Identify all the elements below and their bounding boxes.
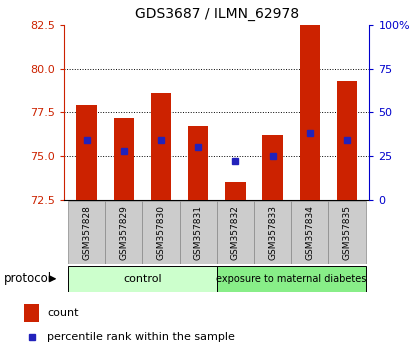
Text: GSM357831: GSM357831 xyxy=(194,205,203,260)
Bar xyxy=(151,93,171,200)
Bar xyxy=(291,201,328,264)
Text: GSM357830: GSM357830 xyxy=(156,205,166,260)
Bar xyxy=(328,201,366,264)
Bar xyxy=(114,118,134,200)
Text: GSM357829: GSM357829 xyxy=(120,205,128,260)
Bar xyxy=(142,201,180,264)
Text: GSM357828: GSM357828 xyxy=(82,205,91,260)
Bar xyxy=(68,201,105,264)
Bar xyxy=(300,25,320,200)
Title: GDS3687 / ILMN_62978: GDS3687 / ILMN_62978 xyxy=(135,7,299,21)
Bar xyxy=(105,201,142,264)
Bar xyxy=(68,266,217,292)
Bar xyxy=(217,201,254,264)
Bar xyxy=(180,201,217,264)
Bar xyxy=(254,201,291,264)
Text: percentile rank within the sample: percentile rank within the sample xyxy=(47,332,235,342)
Bar xyxy=(24,304,39,321)
Bar xyxy=(76,105,97,200)
Bar xyxy=(217,266,366,292)
Text: GSM357834: GSM357834 xyxy=(305,205,314,260)
Bar xyxy=(337,81,357,200)
Text: exposure to maternal diabetes: exposure to maternal diabetes xyxy=(216,274,366,284)
Text: GSM357835: GSM357835 xyxy=(342,205,352,260)
Text: count: count xyxy=(47,308,78,318)
Text: GSM357833: GSM357833 xyxy=(268,205,277,260)
Text: GSM357832: GSM357832 xyxy=(231,205,240,260)
Bar xyxy=(262,135,283,200)
Text: control: control xyxy=(123,274,162,284)
Bar xyxy=(225,183,246,200)
Bar xyxy=(188,126,208,200)
Text: protocol: protocol xyxy=(4,272,52,285)
